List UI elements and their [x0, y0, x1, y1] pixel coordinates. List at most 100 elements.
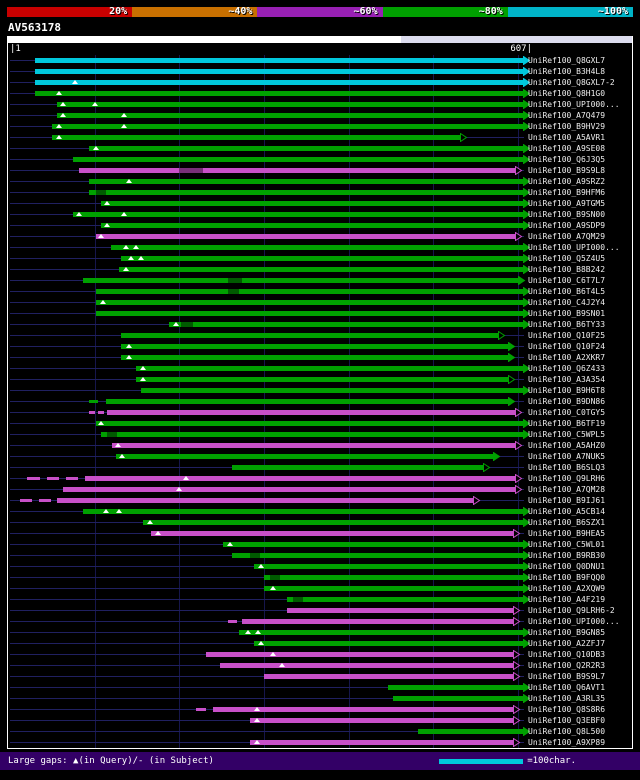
hit-label[interactable]: UniRef100_B9FQQ0 [528, 573, 606, 582]
hit-label[interactable]: UniRef100_Q10F25 [528, 331, 606, 340]
hit-label[interactable]: UniRef100_Q0DNU1 [528, 562, 606, 571]
hit-label[interactable]: UniRef100_B3H4L8 [528, 67, 606, 76]
hit-bar[interactable] [82, 278, 519, 283]
hit-bar[interactable] [392, 696, 524, 701]
hit-label[interactable]: UniRef100_B9GN85 [528, 628, 606, 637]
hit-bar[interactable] [206, 652, 514, 657]
hit-label[interactable]: UniRef100_Q8GXL7 [528, 56, 606, 65]
hit-label[interactable]: UniRef100_A9TGM5 [528, 199, 606, 208]
hit-label[interactable]: UniRef100_B9DN86 [528, 397, 606, 406]
hit-label[interactable]: UniRef100_Q6AVT1 [528, 683, 606, 692]
hit-fragment[interactable] [88, 411, 95, 414]
hit-bar[interactable] [119, 267, 524, 272]
hit-label[interactable]: UniRef100_Q6Z433 [528, 364, 606, 373]
hit-label[interactable]: UniRef100_B6SZX1 [528, 518, 606, 527]
hit-bar[interactable] [100, 223, 524, 228]
hit-bar[interactable] [115, 454, 494, 459]
hit-label[interactable]: UniRef100_B9IJ61 [528, 496, 606, 505]
hit-label[interactable]: UniRef100_UPI000... [528, 243, 620, 252]
hit-label[interactable]: UniRef100_C4J2Y4 [528, 298, 606, 307]
hit-fragment[interactable] [88, 400, 99, 403]
hit-label[interactable]: UniRef100_B6TY33 [528, 320, 606, 329]
hit-label[interactable]: UniRef100_Q8L500 [528, 727, 606, 736]
hit-bar[interactable] [112, 443, 517, 448]
hit-label[interactable]: UniRef100_C5WL01 [528, 540, 606, 549]
hit-bar[interactable] [52, 135, 462, 140]
hit-label[interactable]: UniRef100_Q10DB3 [528, 650, 606, 659]
hit-label[interactable]: UniRef100_Q9LRH6-2 [528, 606, 615, 615]
hit-label[interactable]: UniRef100_A7NUK5 [528, 452, 606, 461]
hit-label[interactable]: UniRef100_A7QM28 [528, 485, 606, 494]
hit-label[interactable]: UniRef100_C0TGY5 [528, 408, 606, 417]
hit-label[interactable]: UniRef100_B9HV29 [528, 122, 606, 131]
hit-bar[interactable] [107, 410, 517, 415]
hit-bar[interactable] [88, 190, 524, 195]
hit-bar[interactable] [88, 179, 524, 184]
hit-bar[interactable] [387, 685, 524, 690]
hit-label[interactable]: UniRef100_Q8H1G0 [528, 89, 606, 98]
hit-bar[interactable] [249, 740, 514, 745]
hit-bar[interactable] [88, 146, 524, 151]
hit-bar[interactable] [120, 355, 509, 360]
hit-bar[interactable] [72, 212, 524, 217]
hit-bar[interactable] [264, 586, 524, 591]
hit-label[interactable]: UniRef100_Q6J3Q5 [528, 155, 606, 164]
hit-label[interactable]: UniRef100_B6TF19 [528, 419, 606, 428]
hit-label[interactable]: UniRef100_C5WPL5 [528, 430, 606, 439]
hit-label[interactable]: UniRef100_A4F219 [528, 595, 606, 604]
hit-bar[interactable] [142, 520, 524, 525]
hit-label[interactable]: UniRef100_B6T4L5 [528, 287, 606, 296]
hit-bar[interactable] [52, 124, 524, 129]
hit-label[interactable]: UniRef100_B9SN01 [528, 309, 606, 318]
hit-bar[interactable] [231, 553, 524, 558]
hit-bar[interactable] [95, 234, 517, 239]
hit-bar[interactable] [72, 157, 524, 162]
hit-label[interactable]: UniRef100_B9SN00 [528, 210, 606, 219]
hit-bar[interactable] [136, 377, 509, 382]
hit-bar[interactable] [169, 322, 524, 327]
hit-bar[interactable] [120, 256, 524, 261]
hit-bar[interactable] [253, 564, 524, 569]
hit-bar[interactable] [82, 509, 524, 514]
hit-fragment[interactable] [228, 620, 237, 623]
hit-bar[interactable] [35, 58, 524, 63]
hit-label[interactable]: UniRef100_B6SLQ3 [528, 463, 606, 472]
hit-label[interactable]: UniRef100_Q3EBF0 [528, 716, 606, 725]
hit-bar[interactable] [35, 91, 524, 96]
hit-bar[interactable] [105, 399, 509, 404]
hit-fragment[interactable] [65, 477, 78, 480]
hit-bar[interactable] [120, 333, 499, 338]
hit-bar[interactable] [141, 388, 524, 393]
hit-label[interactable]: UniRef100_A2ZFJ7 [528, 639, 606, 648]
hit-bar[interactable] [249, 718, 514, 723]
hit-bar[interactable] [100, 432, 524, 437]
hit-label[interactable]: UniRef100_A9SRZ2 [528, 177, 606, 186]
hit-bar[interactable] [120, 344, 509, 349]
hit-bar[interactable] [57, 498, 475, 503]
hit-label[interactable]: UniRef100_Q5Z4U5 [528, 254, 606, 263]
hit-bar[interactable] [110, 245, 524, 250]
hit-bar[interactable] [223, 542, 524, 547]
hit-label[interactable]: UniRef100_A2XQW9 [528, 584, 606, 593]
hit-bar[interactable] [84, 476, 517, 481]
hit-fragment[interactable] [47, 477, 60, 480]
hit-fragment[interactable] [38, 499, 51, 502]
hit-bar[interactable] [62, 487, 517, 492]
hit-label[interactable]: UniRef100_B9HFM6 [528, 188, 606, 197]
hit-bar[interactable] [242, 619, 514, 624]
hit-label[interactable]: UniRef100_A5AHZ0 [528, 441, 606, 450]
hit-bar[interactable] [418, 729, 524, 734]
hit-bar[interactable] [264, 674, 514, 679]
hit-label[interactable]: UniRef100_B9H6T8 [528, 386, 606, 395]
hit-bar[interactable] [35, 80, 524, 85]
hit-bar[interactable] [286, 608, 514, 613]
hit-bar[interactable] [239, 630, 524, 635]
hit-label[interactable]: UniRef100_A3A354 [528, 375, 606, 384]
hit-label[interactable]: UniRef100_A7QM29 [528, 232, 606, 241]
hit-bar[interactable] [220, 663, 514, 668]
hit-label[interactable]: UniRef100_Q9LRH6 [528, 474, 606, 483]
hit-label[interactable]: UniRef100_A5AVR1 [528, 133, 606, 142]
hit-label[interactable]: UniRef100_A9SE08 [528, 144, 606, 153]
hit-bar[interactable] [35, 69, 524, 74]
hit-bar[interactable] [151, 531, 514, 536]
